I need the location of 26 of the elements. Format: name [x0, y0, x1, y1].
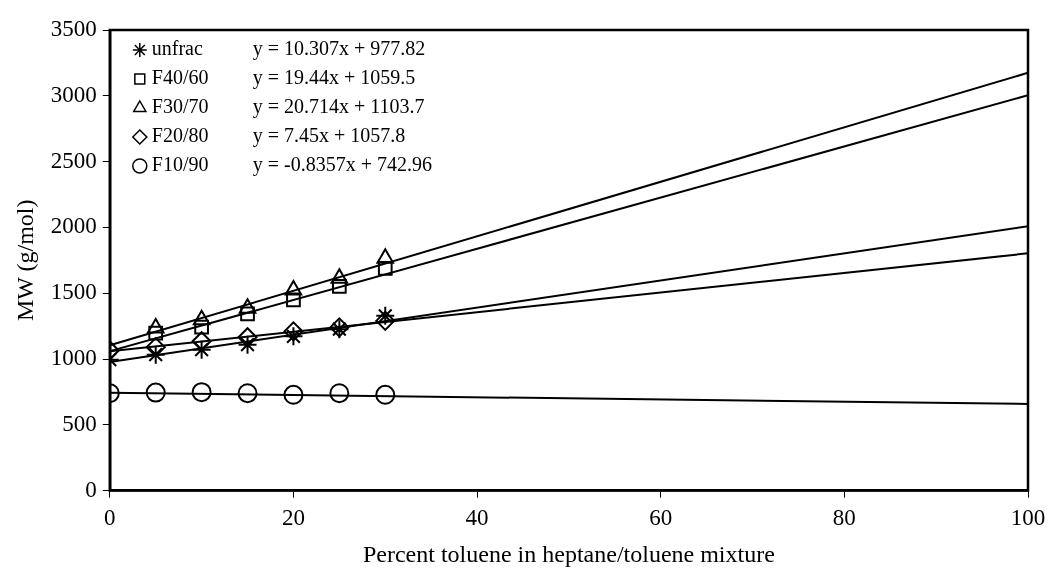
legend-label: F30/70 [151, 95, 209, 118]
x-tick-label: 60 [649, 505, 673, 531]
legend-label: F40/60 [151, 66, 209, 89]
annotation: y = 10.307x + 977.82 [252, 37, 426, 61]
annotation: y = 7.45x + 1057.8 [252, 124, 406, 148]
x-axis-title: Percent toluene in heptane/toluene mixture [362, 540, 775, 567]
y-tick-label: 0 [85, 476, 97, 502]
annotation: y = 19.44x + 1059.5 [252, 66, 416, 90]
y-tick-label: 500 [62, 410, 97, 436]
annotation: y = -0.8357x + 742.96 [252, 153, 433, 177]
x-tick-label: 80 [832, 505, 856, 531]
x-tick-label: 20 [281, 505, 305, 531]
y-tick-label: 3000 [50, 81, 97, 107]
x-tick-label: 100 [1010, 505, 1046, 531]
y-tick-label: 2500 [50, 147, 97, 173]
y-axis-title: MW (g/mol) [11, 199, 38, 322]
y-tick-label: 3500 [50, 16, 97, 42]
legend-label: F10/90 [151, 153, 209, 176]
x-tick-label: 0 [104, 505, 116, 531]
legend-label: F20/80 [151, 124, 209, 147]
y-tick-label: 1000 [50, 345, 97, 371]
y-tick-label: 1500 [50, 279, 97, 305]
y-tick-label: 2000 [50, 213, 97, 239]
legend-label: unfrac [151, 37, 203, 60]
annotation: y = 20.714x + 1103.7 [252, 95, 425, 119]
x-tick-label: 40 [465, 505, 489, 531]
